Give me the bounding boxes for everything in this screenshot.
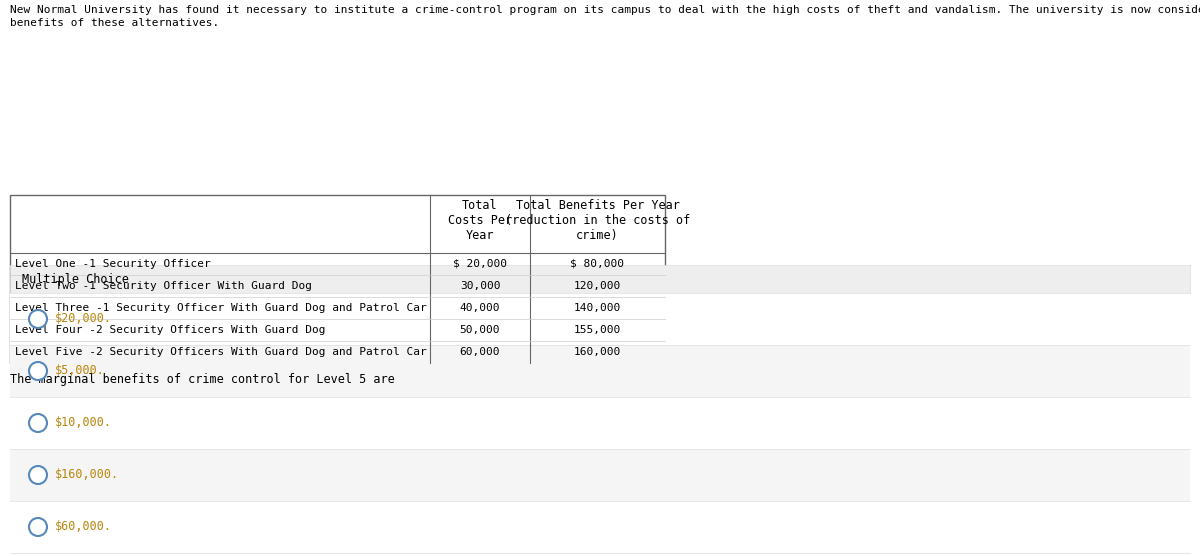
Text: $5,000.: $5,000. [55, 365, 104, 378]
Text: $160,000.: $160,000. [55, 469, 119, 481]
Text: $ 80,000: $ 80,000 [570, 259, 624, 269]
Text: Multiple Choice: Multiple Choice [22, 272, 128, 285]
Circle shape [29, 310, 47, 328]
Text: $10,000.: $10,000. [55, 416, 112, 429]
Bar [10, 449, 1190, 501]
Text: 140,000: 140,000 [574, 303, 622, 313]
Circle shape [29, 414, 47, 432]
Text: 30,000: 30,000 [460, 281, 500, 291]
Text: New Normal University has found it necessary to institute a crime-control progra: New Normal University has found it neces… [10, 5, 1200, 15]
Text: $20,000.: $20,000. [55, 312, 112, 325]
Text: benefits of these alternatives.: benefits of these alternatives. [10, 18, 220, 28]
Text: Level One -1 Security Officer: Level One -1 Security Officer [14, 259, 211, 269]
Text: 60,000: 60,000 [460, 347, 500, 357]
Text: 120,000: 120,000 [574, 281, 622, 291]
Text: 155,000: 155,000 [574, 325, 622, 335]
Text: 50,000: 50,000 [460, 325, 500, 335]
Text: $60,000.: $60,000. [55, 520, 112, 534]
Text: Level Four -2 Security Officers With Guard Dog: Level Four -2 Security Officers With Gua… [14, 325, 325, 335]
Text: Level Five -2 Security Officers With Guard Dog and Patrol Car: Level Five -2 Security Officers With Gua… [14, 347, 427, 357]
Text: Level Three -1 Security Officer With Guard Dog and Patrol Car: Level Three -1 Security Officer With Gua… [14, 303, 427, 313]
Circle shape [29, 518, 47, 536]
Text: Level Two -1 Security Officer With Guard Dog: Level Two -1 Security Officer With Guard… [14, 281, 312, 291]
Circle shape [29, 466, 47, 484]
Text: 160,000: 160,000 [574, 347, 622, 357]
Text: The marginal benefits of crime control for Level 5 are: The marginal benefits of crime control f… [10, 373, 395, 386]
Circle shape [29, 362, 47, 380]
Bar [10, 293, 1190, 345]
Bar [10, 195, 665, 363]
Text: Total Benefits Per Year
(reduction in the costs of
crime): Total Benefits Per Year (reduction in th… [505, 199, 690, 242]
Text: Total
Costs Per
Year: Total Costs Per Year [448, 199, 512, 242]
Bar [10, 265, 1190, 293]
Text: $ 20,000: $ 20,000 [454, 259, 508, 269]
Bar [10, 345, 1190, 397]
Bar [10, 501, 1190, 553]
Bar [10, 397, 1190, 449]
Text: 40,000: 40,000 [460, 303, 500, 313]
